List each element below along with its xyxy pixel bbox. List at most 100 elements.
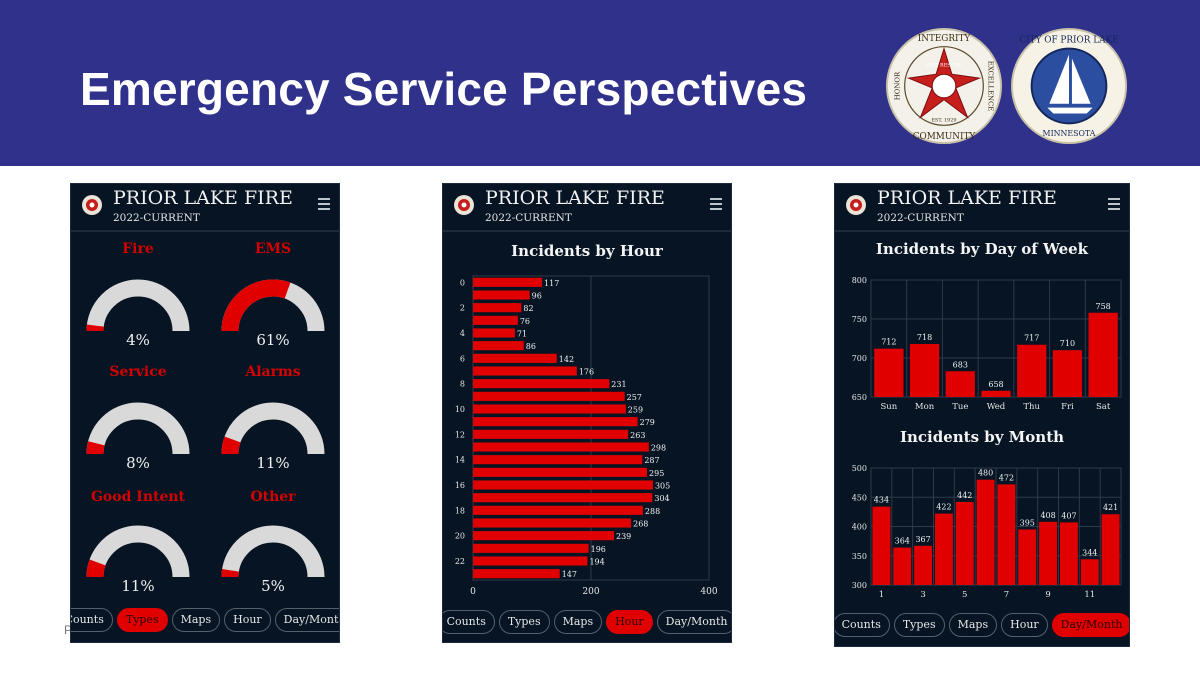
x-tick-label: Fri xyxy=(1061,402,1074,412)
x-tick-label: 200 xyxy=(582,587,599,597)
data-label: 304 xyxy=(654,494,669,503)
bar xyxy=(976,479,995,585)
y-tick-label: 500 xyxy=(852,464,867,473)
bar xyxy=(1052,350,1083,397)
seal-text-minnesota: MINNESOTA xyxy=(1043,129,1096,138)
y-tick-label: 22 xyxy=(455,557,465,566)
x-tick-label: 3 xyxy=(920,590,925,600)
seal-text-honor: HONOR xyxy=(894,71,902,100)
data-label: 295 xyxy=(649,469,664,478)
page-title: Emergency Service Perspectives xyxy=(80,63,808,115)
y-tick-label: 0 xyxy=(460,278,465,287)
y-tick-label: 20 xyxy=(455,532,465,541)
y-tick-label: 6 xyxy=(460,354,465,363)
x-tick-label: 5 xyxy=(962,590,967,600)
data-label: 421 xyxy=(1103,503,1118,512)
data-label: 480 xyxy=(978,469,993,478)
nav-hour-button[interactable]: Hour xyxy=(224,608,271,632)
data-label: 408 xyxy=(1040,511,1055,520)
x-tick-label: Sat xyxy=(1096,402,1111,412)
app-header: PRIOR LAKE FIRE 2022-CURRENT xyxy=(71,184,339,232)
nav-types-button[interactable]: Types xyxy=(498,610,550,634)
x-tick-label: 0 xyxy=(470,587,476,597)
chart-title-hour: Incidents by Hour xyxy=(511,242,663,260)
gauge-label-other: Other xyxy=(250,489,296,505)
data-label: 287 xyxy=(644,456,659,465)
bar xyxy=(909,343,940,397)
data-label: 196 xyxy=(591,545,606,554)
nav-daymonth-button[interactable]: Day/Month xyxy=(274,608,339,632)
nav-types-button[interactable]: Types xyxy=(893,613,945,637)
bar xyxy=(473,569,560,579)
gauge-value-service: 8% xyxy=(126,454,150,472)
bar xyxy=(1059,522,1078,585)
data-label: 658 xyxy=(988,380,1003,389)
nav-counts-button[interactable]: Counts xyxy=(835,613,890,637)
bar xyxy=(1017,344,1047,397)
data-label: 279 xyxy=(640,418,655,427)
bar xyxy=(473,531,615,541)
y-tick-label: 18 xyxy=(455,506,465,515)
types-panel: PRIOR LAKE FIRE 2022-CURRENT Fire EMS Se… xyxy=(70,183,340,643)
daymonth-panel: PRIOR LAKE FIRE 2022-CURRENT Incidents b… xyxy=(834,183,1130,647)
fire-badge-icon xyxy=(454,195,474,215)
chart-title-month: Incidents by Month xyxy=(899,428,1065,446)
bar xyxy=(473,429,629,439)
nav-types-button[interactable]: Types xyxy=(116,608,168,632)
x-tick-label: 11 xyxy=(1084,590,1095,600)
seal-text-city-of-prior-lake: CITY OF PRIOR LAKE xyxy=(1019,36,1118,46)
data-label: 176 xyxy=(579,368,594,377)
data-label: 82 xyxy=(523,304,533,313)
bar xyxy=(473,277,543,287)
bar xyxy=(934,513,953,585)
gauge-value-other: 5% xyxy=(261,577,285,595)
nav-counts-button[interactable]: Counts xyxy=(443,610,495,634)
y-tick-label: 750 xyxy=(852,315,867,324)
nav-maps-button[interactable]: Maps xyxy=(171,608,221,632)
gauge-fill xyxy=(221,279,291,332)
data-label: 305 xyxy=(655,482,670,491)
gauge-label-alarms: Alarms xyxy=(245,364,301,380)
data-label: 683 xyxy=(953,360,968,369)
hamburger-menu-icon[interactable] xyxy=(1108,198,1120,210)
app-title: PRIOR LAKE FIRE xyxy=(485,187,665,209)
data-label: 76 xyxy=(520,317,530,326)
app-subtitle: 2022-CURRENT xyxy=(113,212,200,224)
bar xyxy=(997,484,1016,585)
y-tick-label: 400 xyxy=(852,523,867,532)
y-tick-label: 12 xyxy=(455,430,465,439)
gauge-track xyxy=(86,279,190,332)
bar xyxy=(1080,559,1099,585)
nav-daymonth-button[interactable]: Day/Month xyxy=(656,610,731,634)
app-title: PRIOR LAKE FIRE xyxy=(877,187,1057,209)
y-tick-label: 4 xyxy=(460,329,465,338)
data-label: 712 xyxy=(881,338,896,347)
data-label: 364 xyxy=(895,537,910,546)
nav-hour-button[interactable]: Hour xyxy=(1001,613,1048,637)
app-subtitle: 2022-CURRENT xyxy=(485,212,572,224)
x-tick-label: 7 xyxy=(1004,590,1009,600)
data-label: 259 xyxy=(628,406,643,415)
data-label: 717 xyxy=(1024,334,1039,343)
nav-hour-button[interactable]: Hour xyxy=(606,610,653,634)
fire-rescue-seal-logo: INTEGRITY COMMUNITY HONOR EXCELLENCE FIR… xyxy=(885,27,1003,145)
bar xyxy=(473,353,557,363)
hamburger-menu-icon[interactable] xyxy=(318,198,330,210)
data-label: 268 xyxy=(633,520,648,529)
bar xyxy=(914,545,933,585)
bar xyxy=(893,547,912,585)
bar xyxy=(473,315,518,325)
bar xyxy=(872,506,891,585)
nav-maps-button[interactable]: Maps xyxy=(948,613,998,637)
hamburger-menu-icon[interactable] xyxy=(710,198,722,210)
data-label: 194 xyxy=(589,558,604,567)
nav-daymonth-button[interactable]: Day/Month xyxy=(1051,613,1129,637)
nav-maps-button[interactable]: Maps xyxy=(553,610,603,634)
gauge-value-good-intent: 11% xyxy=(121,577,155,595)
gauge-value-fire: 4% xyxy=(126,331,150,349)
seal-text-fire-rescue: FIRE RESCUE xyxy=(926,62,963,68)
y-tick-label: 10 xyxy=(455,405,465,414)
nav-counts-button[interactable]: Counts xyxy=(71,608,113,632)
gauges-svg xyxy=(86,279,325,578)
